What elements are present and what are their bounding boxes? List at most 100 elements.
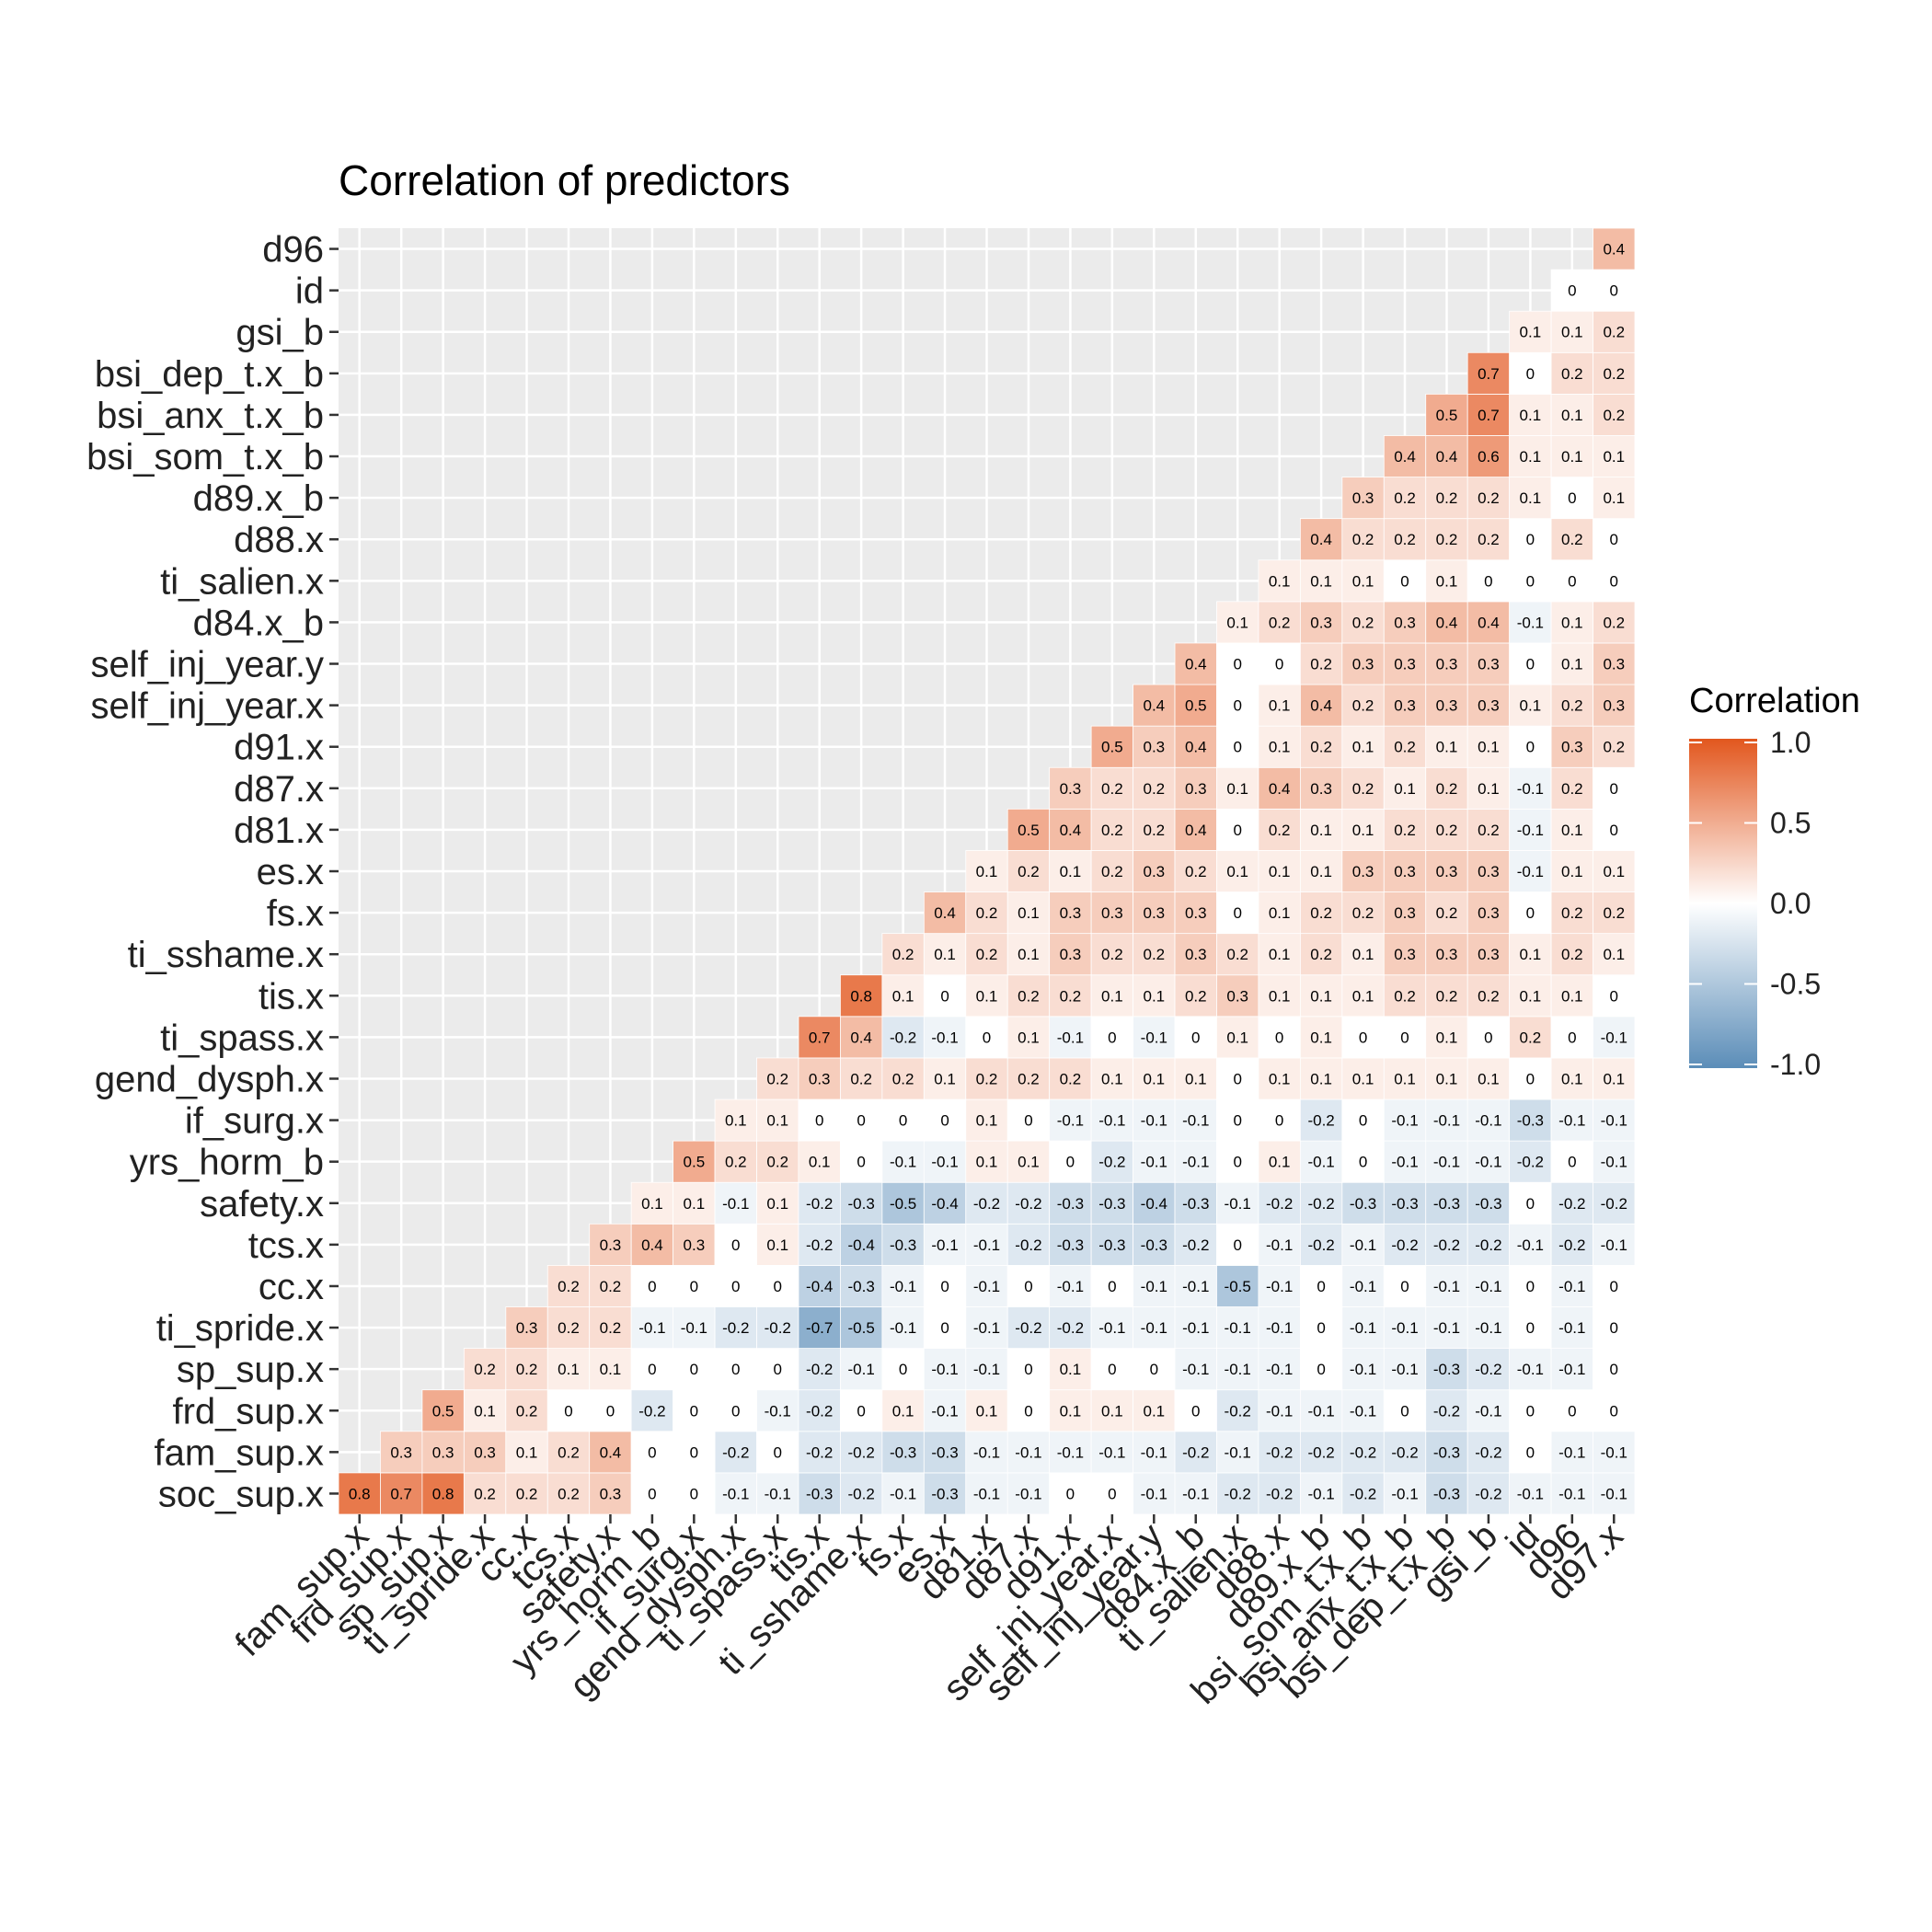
cell-value-label: -0.1 — [931, 1361, 958, 1378]
heatmap-cell — [923, 1389, 967, 1432]
cell-value-label: 0.1 — [1269, 904, 1291, 922]
cell-value-label: 0.2 — [1226, 946, 1248, 963]
heatmap-cell — [1341, 1431, 1385, 1474]
cell-value-label: 0.1 — [725, 1112, 747, 1130]
heatmap-cell — [1216, 1016, 1259, 1059]
heatmap-cell — [1509, 559, 1552, 603]
cell-value-label: 0.2 — [1478, 531, 1500, 548]
cell-value-label: 0.2 — [1018, 987, 1040, 1005]
cell-value-label: 0.4 — [1060, 822, 1082, 839]
cell-value-label: -0.1 — [1225, 1361, 1251, 1378]
cell-value-label: 0.3 — [1561, 739, 1583, 756]
heatmap-cell — [1383, 891, 1427, 935]
cell-value-label: -0.2 — [847, 1485, 874, 1502]
heatmap-cell — [881, 1098, 925, 1142]
heatmap-cell — [840, 1016, 883, 1059]
heatmap-cell — [1006, 1348, 1051, 1391]
heatmap-cell — [1299, 601, 1343, 644]
cell-value-label: -0.1 — [1266, 1278, 1293, 1295]
heatmap-cell — [923, 1140, 967, 1183]
heatmap-cell — [881, 933, 925, 976]
heatmap-cell — [840, 1140, 883, 1183]
heatmap-cell — [1006, 891, 1051, 935]
cell-value-label: 0.7 — [1478, 365, 1500, 383]
cell-value-label: 0 — [1400, 1402, 1409, 1420]
heatmap-cell — [881, 1306, 925, 1350]
cell-value-label: 0.2 — [1394, 531, 1416, 548]
cell-value-label: 0.2 — [1603, 324, 1625, 341]
heatmap-cell — [1049, 1140, 1092, 1183]
heatmap-cell — [1509, 808, 1552, 851]
cell-value-label: 0 — [774, 1443, 782, 1461]
cell-value-label: -0.3 — [1433, 1361, 1460, 1378]
heatmap-cell — [1090, 850, 1133, 892]
heatmap-cell — [965, 974, 1008, 1018]
heatmap-cell — [1341, 974, 1385, 1018]
heatmap-cell — [965, 1348, 1008, 1391]
heatmap-cell — [965, 933, 1008, 976]
cell-value-label: -0.1 — [1475, 1278, 1501, 1295]
heatmap-cell — [1049, 850, 1092, 892]
cell-value-label: 0.2 — [1352, 904, 1374, 922]
cell-value-label: 0 — [1400, 1029, 1409, 1046]
cell-value-label: -0.2 — [638, 1402, 665, 1420]
cell-value-label: -0.4 — [806, 1278, 833, 1295]
heatmap-cell — [1090, 725, 1133, 768]
cell-value-label: 0.4 — [1310, 531, 1332, 548]
cell-value-label: 0.1 — [1478, 1070, 1500, 1087]
cell-value-label: 0.4 — [1185, 656, 1207, 673]
cell-value-label: -0.1 — [1141, 1112, 1167, 1130]
heatmap-cell — [1216, 1057, 1259, 1100]
cell-value-label: -0.1 — [1182, 1112, 1209, 1130]
heatmap-cell — [1425, 518, 1468, 561]
cell-value-label: -0.1 — [1015, 1443, 1041, 1461]
heatmap-cell — [1216, 1348, 1259, 1391]
cell-value-label: 0.2 — [766, 1070, 788, 1087]
cell-value-label: 0.1 — [1018, 1029, 1040, 1046]
heatmap-cell — [1341, 559, 1385, 603]
cell-value-label: 0.1 — [766, 1112, 788, 1130]
heatmap-cell — [1466, 1057, 1511, 1100]
heatmap-cell — [1174, 1389, 1217, 1432]
cell-value-label: 0.3 — [1185, 780, 1207, 798]
cell-value-label: 0.1 — [1310, 572, 1332, 590]
cell-value-label: 0.1 — [1561, 407, 1583, 424]
heatmap-cell — [463, 1431, 507, 1474]
cell-value-label: -0.1 — [1601, 1029, 1627, 1046]
heatmap-cell — [840, 1306, 883, 1350]
heatmap-cell — [1090, 1306, 1133, 1350]
cell-value-label: -0.2 — [1475, 1236, 1501, 1254]
cell-value-label: -0.1 — [1475, 1154, 1501, 1171]
cell-value-label: 0 — [1610, 780, 1618, 798]
cell-value-label: -0.2 — [1015, 1236, 1041, 1254]
cell-value-label: 0.2 — [1185, 863, 1207, 880]
heatmap-cell — [589, 1348, 632, 1391]
heatmap-cell — [1509, 351, 1552, 395]
cell-value-label: 0.3 — [809, 1070, 831, 1087]
cell-value-label: 0.2 — [1436, 904, 1458, 922]
heatmap-cell — [1216, 1140, 1259, 1183]
cell-value-label: 0 — [1275, 1029, 1283, 1046]
heatmap-cell — [965, 1181, 1008, 1225]
heatmap-cell — [1258, 1265, 1301, 1307]
heatmap-cell — [1049, 1265, 1092, 1307]
heatmap-cell — [1466, 518, 1511, 561]
heatmap-cell — [1049, 1348, 1092, 1391]
cell-value-label: 0 — [857, 1112, 865, 1130]
cell-value-label: -0.1 — [1182, 1485, 1209, 1502]
cell-value-label: -0.3 — [1433, 1195, 1460, 1213]
x-axis: fam_sup.xfrd_sup.xsp_sup.xti_spride.xcc.… — [227, 1514, 1631, 1712]
cell-value-label: 0 — [1610, 531, 1618, 548]
cell-value-label: -0.1 — [1433, 1319, 1460, 1337]
cell-value-label: 0.2 — [1101, 780, 1123, 798]
cell-value-label: -0.1 — [890, 1154, 916, 1171]
heatmap-cell — [1006, 1265, 1051, 1307]
heatmap-cell — [1550, 601, 1593, 644]
cell-value-label: 0.2 — [558, 1319, 580, 1337]
heatmap-cell — [1133, 1016, 1176, 1059]
heatmap-cell — [1509, 850, 1552, 892]
cell-value-label: 0 — [1526, 572, 1535, 590]
heatmap-cell — [1383, 601, 1427, 644]
heatmap-cell — [630, 1472, 674, 1515]
